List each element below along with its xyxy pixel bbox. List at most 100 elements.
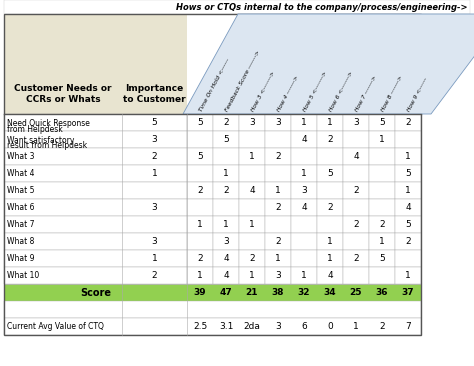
Text: 3: 3: [249, 118, 255, 127]
Text: What 5: What 5: [7, 186, 35, 195]
Text: 1: 1: [249, 271, 255, 280]
Text: How 3 <------->: How 3 <------->: [251, 70, 276, 112]
Bar: [187, 182, 213, 199]
Text: 5: 5: [152, 118, 157, 127]
Text: 3: 3: [223, 237, 229, 246]
Text: 2: 2: [327, 203, 333, 212]
Text: 2: 2: [353, 254, 359, 263]
Bar: [239, 199, 265, 216]
Text: 1: 1: [275, 254, 281, 263]
Bar: [4, 233, 187, 250]
Text: 2da: 2da: [244, 322, 260, 331]
Bar: [265, 250, 291, 267]
Bar: [395, 131, 421, 148]
Text: from Helpdesk: from Helpdesk: [7, 124, 63, 134]
Bar: [343, 199, 369, 216]
Text: 4: 4: [327, 271, 333, 280]
Bar: [369, 233, 395, 250]
Text: 39: 39: [194, 288, 206, 297]
Text: 4: 4: [223, 254, 229, 263]
Text: result from Helpdesk: result from Helpdesk: [7, 142, 87, 150]
Text: 2.5: 2.5: [193, 322, 207, 331]
Text: 1: 1: [301, 271, 307, 280]
Bar: [369, 199, 395, 216]
Text: 2: 2: [223, 118, 229, 127]
Bar: [369, 216, 395, 233]
Bar: [395, 216, 421, 233]
Text: Want satisfactory: Want satisfactory: [7, 136, 74, 145]
Text: 6: 6: [301, 322, 307, 331]
Bar: [213, 216, 239, 233]
Bar: [239, 182, 265, 199]
Text: 3: 3: [275, 322, 281, 331]
Text: 4: 4: [301, 135, 307, 144]
Text: 1: 1: [152, 254, 157, 263]
Bar: [395, 114, 421, 131]
Bar: [291, 233, 317, 250]
Bar: [395, 199, 421, 216]
Bar: [187, 250, 213, 267]
Bar: [317, 250, 343, 267]
Text: 1: 1: [249, 220, 255, 229]
Text: What 7: What 7: [7, 220, 35, 229]
Bar: [291, 199, 317, 216]
Text: 2: 2: [275, 152, 281, 161]
Bar: [187, 267, 213, 284]
Bar: [239, 233, 265, 250]
Text: 5: 5: [379, 118, 385, 127]
Text: 2: 2: [405, 118, 411, 127]
Text: 2: 2: [152, 152, 157, 161]
Text: 21: 21: [246, 288, 258, 297]
Text: Need Quick Response: Need Quick Response: [7, 119, 90, 128]
Bar: [395, 250, 421, 267]
Bar: [265, 114, 291, 131]
Polygon shape: [183, 14, 474, 114]
Text: Hows or CTQs internal to the company/process/engineering->: Hows or CTQs internal to the company/pro…: [176, 3, 468, 11]
Text: 1: 1: [405, 271, 411, 280]
Bar: [343, 114, 369, 131]
Bar: [239, 131, 265, 148]
Bar: [4, 301, 421, 318]
Bar: [395, 182, 421, 199]
Text: How 5 <------->: How 5 <------->: [302, 70, 328, 112]
Bar: [213, 267, 239, 284]
Bar: [369, 182, 395, 199]
Bar: [187, 114, 213, 131]
Bar: [317, 233, 343, 250]
Text: 3: 3: [152, 135, 157, 144]
Bar: [265, 199, 291, 216]
Text: 5: 5: [327, 169, 333, 178]
Text: 2: 2: [275, 203, 281, 212]
Bar: [369, 148, 395, 165]
Text: 1: 1: [405, 152, 411, 161]
Text: 3: 3: [301, 186, 307, 195]
Bar: [369, 165, 395, 182]
Bar: [187, 131, 213, 148]
Bar: [4, 199, 187, 216]
Bar: [317, 131, 343, 148]
Bar: [187, 148, 213, 165]
Bar: [213, 165, 239, 182]
Bar: [239, 267, 265, 284]
Bar: [343, 250, 369, 267]
Bar: [291, 267, 317, 284]
Text: 2: 2: [379, 322, 385, 331]
Bar: [213, 250, 239, 267]
Bar: [395, 267, 421, 284]
Bar: [239, 216, 265, 233]
Bar: [291, 114, 317, 131]
Text: 1: 1: [327, 254, 333, 263]
Text: 1: 1: [405, 186, 411, 195]
Bar: [4, 284, 421, 301]
Bar: [265, 216, 291, 233]
Text: 5: 5: [223, 135, 229, 144]
Text: 2: 2: [152, 271, 157, 280]
Bar: [291, 182, 317, 199]
Bar: [317, 165, 343, 182]
Text: What 9: What 9: [7, 254, 35, 263]
Text: 36: 36: [376, 288, 388, 297]
Bar: [187, 199, 213, 216]
Text: 3.1: 3.1: [219, 322, 233, 331]
Bar: [213, 233, 239, 250]
Bar: [291, 131, 317, 148]
